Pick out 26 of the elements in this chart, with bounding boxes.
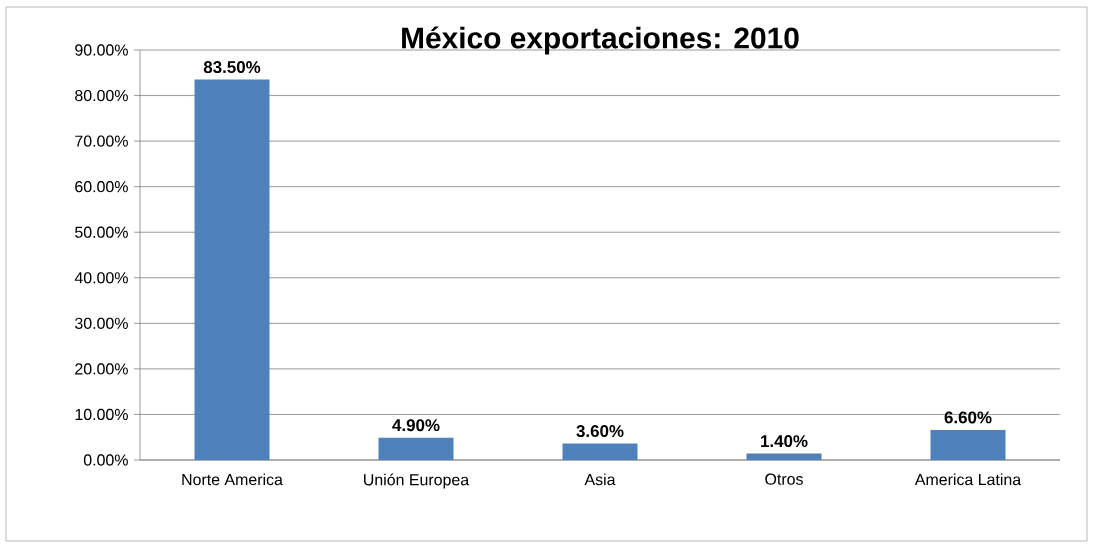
data-label: 4.90% [392, 419, 440, 432]
x-tick-label: Otros [765, 473, 803, 485]
bar [194, 79, 270, 460]
x-tick-label: Asia [584, 473, 616, 486]
x-tick-label: Unión Europea [364, 473, 470, 489]
y-tick-label: 60.00% [75, 181, 128, 193]
y-tick-label: 50.00% [75, 226, 128, 238]
y-tick-label: 10.00% [75, 408, 128, 421]
y-tick-label: 90.00% [75, 44, 128, 56]
data-label: 3.60% [576, 425, 624, 438]
bar [562, 443, 638, 460]
bar [746, 453, 822, 460]
y-tick-label: 40.00% [74, 272, 128, 284]
y-tick-label: 0.00% [83, 454, 128, 466]
y-tick-label: 70.00% [75, 135, 128, 147]
data-label: 83.50% [203, 61, 261, 74]
x-tick-label: Norte America [182, 473, 283, 486]
y-tick-label: 30.00% [75, 317, 128, 329]
bar [930, 429, 1006, 460]
x-tick-label: America Latina [914, 473, 1022, 486]
data-label: 1.40% [761, 435, 808, 448]
y-tick-label: 80.00% [75, 89, 128, 102]
data-label: 6.60% [944, 411, 992, 424]
bar [378, 437, 454, 460]
y-tick-label: 20.00% [75, 363, 128, 375]
chart-title: México exportaciones: 2010 [402, 26, 799, 55]
